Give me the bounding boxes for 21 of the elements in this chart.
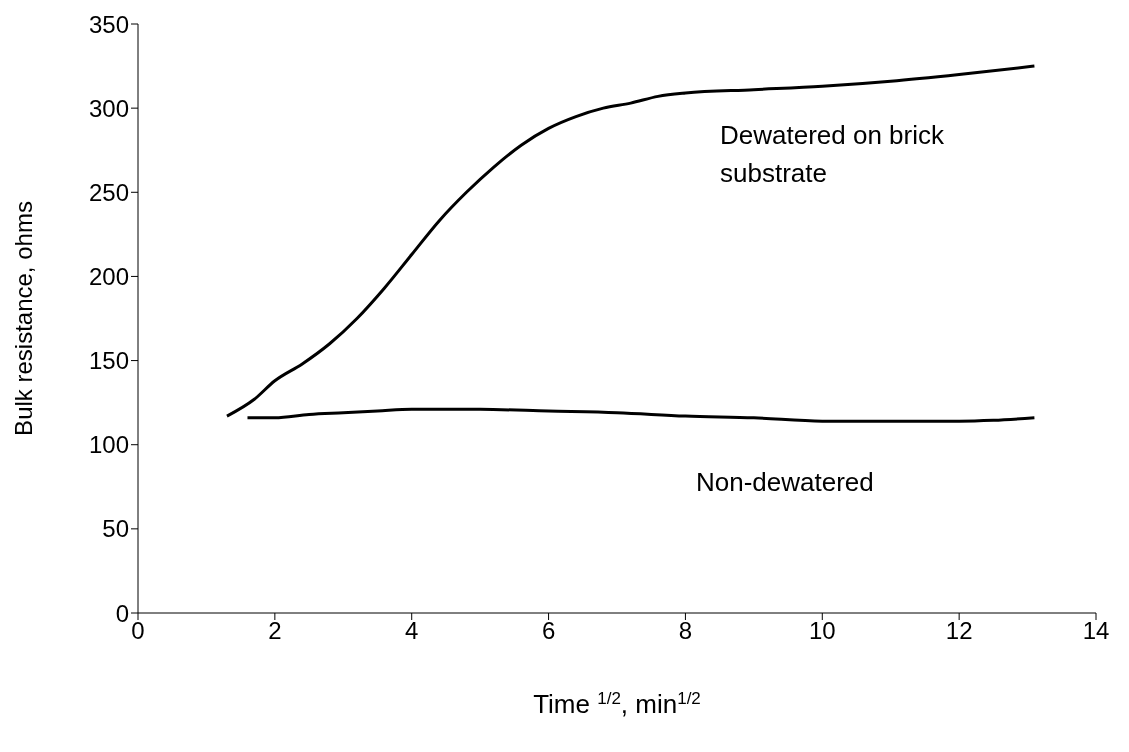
x-tick-label: 8 xyxy=(678,617,693,645)
line-series xyxy=(225,64,1036,418)
y-tick-label: 300 xyxy=(88,94,129,122)
x-tick-label: 10 xyxy=(808,617,836,645)
y-axis-title: Bulk resistance, ohms xyxy=(9,201,37,436)
x-tick-label: 12 xyxy=(945,617,973,645)
y-tick-label: 0 xyxy=(115,599,129,627)
x-tick-label: 4 xyxy=(405,617,419,645)
line-series xyxy=(245,407,1036,423)
y-tick-label: 100 xyxy=(88,431,129,459)
y-tick-label: 150 xyxy=(88,347,129,375)
y-tick-label: 250 xyxy=(88,178,129,206)
y-tick-label: 200 xyxy=(88,262,129,290)
series-label: Dewatered on brick substrate xyxy=(720,119,945,190)
x-tick-label: 6 xyxy=(541,617,556,645)
x-axis-title: Time $^{1/2}$, min$^{1/2}$ xyxy=(533,688,701,719)
x-tick-label: 14 xyxy=(1082,617,1110,645)
y-tick-label: 350 xyxy=(88,10,129,38)
series-label: Non-dewatered xyxy=(696,466,875,499)
x-tick-label: 2 xyxy=(268,617,282,645)
y-tick-label: 50 xyxy=(102,515,129,543)
